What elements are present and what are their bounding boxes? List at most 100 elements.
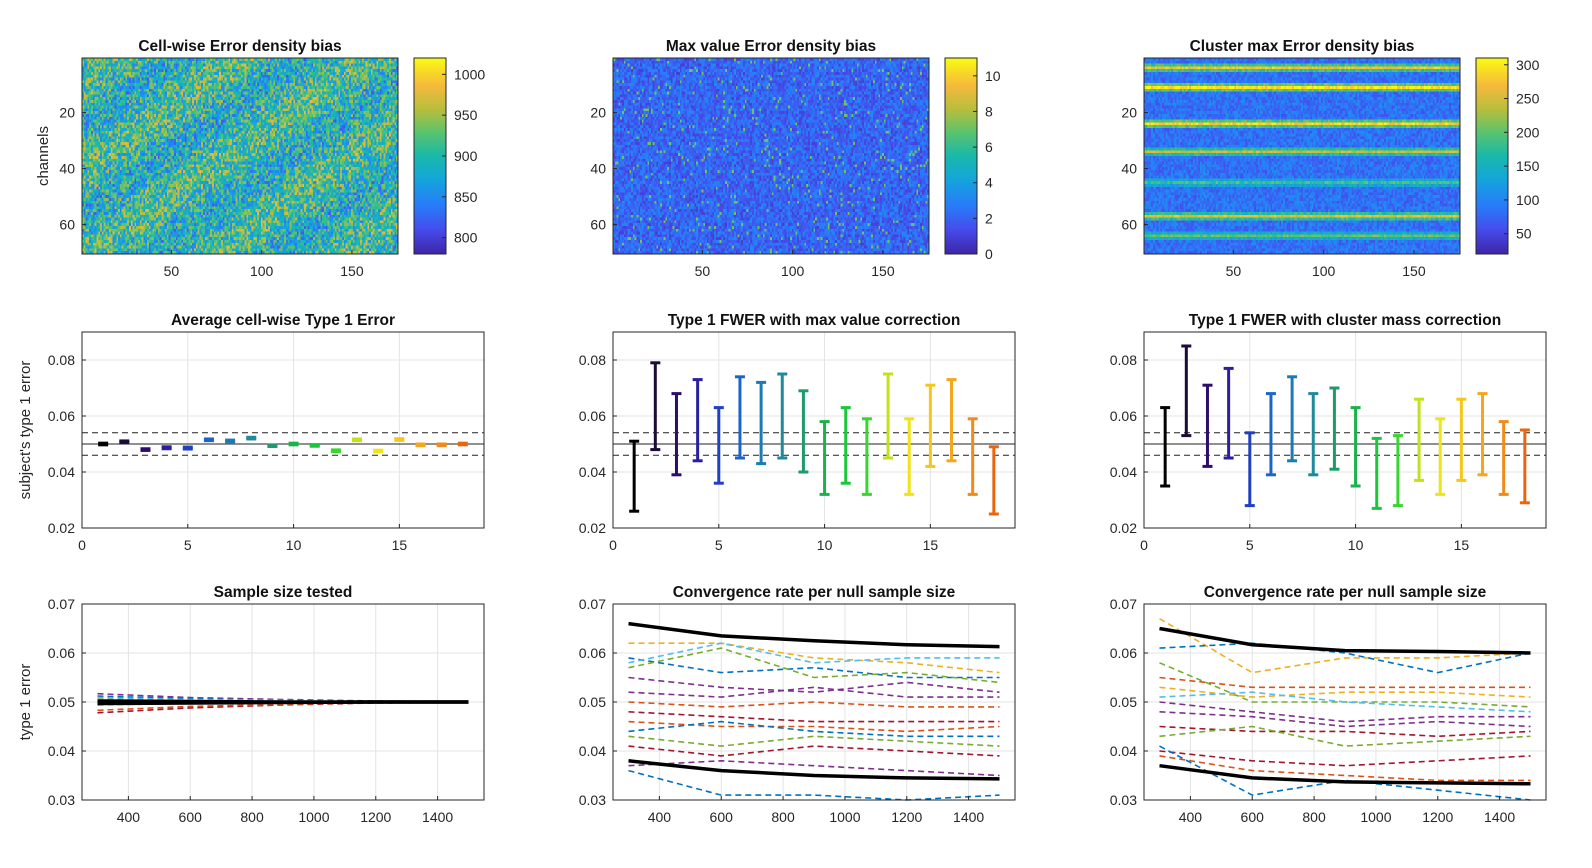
- y-tick-label: 0.04: [1110, 743, 1137, 759]
- error-bar: [373, 448, 384, 454]
- x-tick-label: 1200: [360, 809, 391, 825]
- y-tick-label: 60: [59, 217, 75, 233]
- colorbar-tick-label: 800: [454, 230, 478, 246]
- axes-background: [1144, 332, 1546, 528]
- error-bar: [1329, 386, 1340, 471]
- y-tick-label: 0.06: [579, 645, 606, 661]
- bound-line: [628, 759, 1000, 781]
- series-line: [1159, 725, 1531, 747]
- chart-title: Type 1 FWER with max value correction: [668, 312, 961, 329]
- colorbar-image: [414, 58, 446, 254]
- x-tick-label: 100: [1312, 263, 1336, 279]
- colorbar-tick-label: 50: [1516, 226, 1532, 242]
- colorbar-tick-label: 150: [1516, 158, 1540, 174]
- x-tick-label: 400: [117, 809, 141, 825]
- error-bar: [692, 378, 703, 463]
- colorbar-frame: [944, 57, 978, 255]
- error-bar: [925, 383, 936, 468]
- y-tick-label: 20: [1121, 105, 1137, 121]
- series-line: [1159, 711, 1531, 728]
- error-bar: [1519, 428, 1530, 505]
- series-line: [1159, 701, 1531, 723]
- chart-title: Sample size tested: [214, 584, 353, 601]
- chart-title: Convergence rate per null sample size: [1204, 584, 1487, 601]
- line-panel: 400 600 800 1000 1200 1400 0.03 0.04 0.05 0.06 0.0…: [579, 584, 1016, 825]
- y-tick-label: 0.05: [579, 694, 606, 710]
- y-tick-label: 0.04: [48, 743, 75, 759]
- error-bar: [946, 378, 957, 463]
- error-bar: [161, 445, 172, 451]
- error-bar: [904, 417, 915, 496]
- x-tick-label: 1000: [298, 809, 329, 825]
- error-bar: [288, 441, 299, 447]
- x-tick-label: 400: [648, 809, 672, 825]
- bound-line: [628, 621, 1000, 649]
- x-tick-label: 5: [715, 537, 723, 553]
- errorbar-panel: 0 5 10 15 0.02 0.04 0.06 0.08 Type 1 FWER with m…: [579, 312, 1016, 553]
- x-tick-label: 600: [710, 809, 734, 825]
- colorbar-tick-label: 200: [1516, 124, 1540, 140]
- x-tick-label: 5: [184, 537, 192, 553]
- y-tick-label: 60: [1121, 217, 1137, 233]
- x-tick-label: 1200: [891, 809, 922, 825]
- x-tick-label: 100: [781, 263, 805, 279]
- x-tick-label: 15: [923, 537, 939, 553]
- axes-frame: [1143, 331, 1547, 529]
- axes-frame: [612, 57, 930, 255]
- y-axis-label: subject's type 1 error: [17, 361, 34, 500]
- colorbar-tick-label: 850: [454, 189, 478, 205]
- colorbar-tick-label: 8: [985, 103, 993, 119]
- y-tick-label: 0.04: [48, 464, 75, 480]
- colorbar-tick-label: 0: [985, 246, 993, 262]
- y-tick-label: 0.04: [579, 743, 606, 759]
- y-tick-label: 0.03: [1110, 792, 1137, 808]
- x-tick-label: 10: [1348, 537, 1364, 553]
- y-tick-label: 0.06: [579, 408, 606, 424]
- series-line: [1159, 755, 1531, 782]
- y-tick-label: 40: [590, 161, 606, 177]
- heatmap-panel: 50 100 150 20 40 60 Cluster max Error density …: [1121, 38, 1539, 279]
- error-bar: [1244, 431, 1255, 508]
- colorbar-frame: [1475, 57, 1509, 255]
- y-tick-label: 0.08: [1110, 352, 1137, 368]
- y-tick-label: 20: [59, 105, 75, 121]
- error-bar: [629, 439, 640, 513]
- y-tick-label: 0.02: [48, 520, 75, 536]
- y-axis-label: type 1 error: [17, 664, 34, 741]
- error-bar: [415, 442, 426, 448]
- y-tick-label: 0.08: [579, 352, 606, 368]
- x-tick-label: 15: [1454, 537, 1470, 553]
- x-tick-label: 800: [240, 809, 264, 825]
- x-tick-label: 0: [1140, 537, 1148, 553]
- x-tick-label: 50: [695, 263, 711, 279]
- error-bar: [988, 445, 999, 516]
- error-bar: [1287, 375, 1298, 463]
- x-tick-label: 10: [817, 537, 833, 553]
- series-line: [628, 642, 1000, 664]
- y-tick-label: 0.04: [1110, 464, 1137, 480]
- error-bar: [777, 372, 788, 460]
- error-bar: [119, 439, 130, 445]
- colorbar-tick-label: 2: [985, 210, 993, 226]
- error-bar: [713, 406, 724, 485]
- y-tick-label: 0.03: [579, 792, 606, 808]
- error-bar: [267, 443, 278, 449]
- y-tick-label: 0.02: [1110, 520, 1137, 536]
- error-bar: [1477, 392, 1488, 477]
- y-tick-label: 0.07: [579, 596, 606, 612]
- error-bar: [246, 435, 257, 441]
- x-tick-label: 150: [340, 263, 364, 279]
- error-bar: [650, 361, 661, 452]
- series-line: [1159, 618, 1531, 674]
- colorbar-tick-label: 1000: [454, 66, 485, 82]
- y-tick-label: 20: [590, 105, 606, 121]
- error-bar: [1265, 392, 1276, 477]
- error-bar: [861, 417, 872, 496]
- error-bar: [1181, 344, 1192, 438]
- line-panel: 400 600 800 1000 1200 1400 0.03 0.04 0.05 0.06 0.0…: [1110, 584, 1547, 825]
- error-bar: [1435, 417, 1446, 496]
- x-tick-label: 15: [392, 537, 408, 553]
- error-bar: [1160, 406, 1171, 488]
